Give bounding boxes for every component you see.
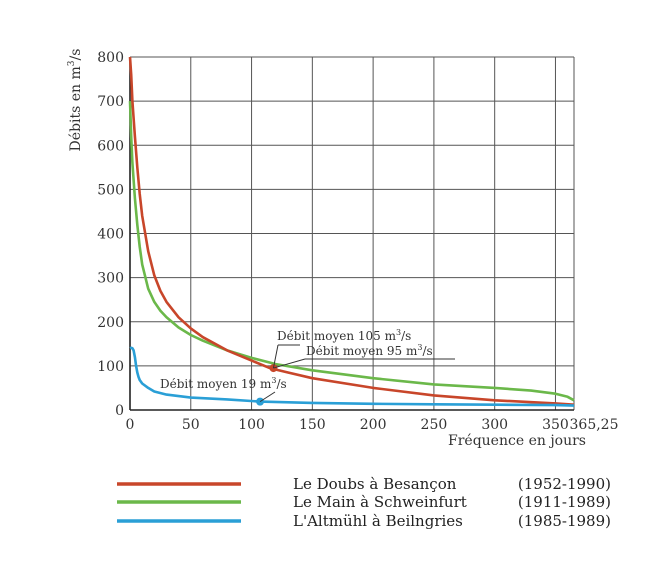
x-tick-label: 100 bbox=[238, 417, 265, 433]
legend-period: (1985-1989) bbox=[518, 512, 611, 530]
y-tick-label: 600 bbox=[97, 138, 124, 154]
annotation-altmuhl-mean: Débit moyen 19 m3/s bbox=[160, 376, 287, 391]
x-tick-label: 250 bbox=[421, 417, 448, 433]
y-tick-label: 0 bbox=[115, 403, 124, 419]
x-tick-label: 300 bbox=[481, 417, 508, 433]
y-tick-label: 700 bbox=[97, 94, 124, 110]
annotation-main-mean: Débit moyen 95 m3/s bbox=[306, 343, 433, 358]
series-line-2 bbox=[129, 346, 575, 407]
y-tick-labels: 0 100 200 300 400 500 600 700 800 bbox=[97, 50, 124, 419]
annotation-doubs-mean: Débit moyen 105 m3/s bbox=[277, 328, 411, 343]
x-tick-labels: 0 50 100 150 200 250 300 350 365,25 bbox=[126, 417, 619, 433]
legend-period: (1911-1989) bbox=[518, 493, 611, 511]
annotation-leader bbox=[273, 358, 306, 369]
y-tick-label: 200 bbox=[97, 315, 124, 331]
series-line-0 bbox=[128, 56, 575, 406]
chart-grid bbox=[129, 56, 575, 411]
x-tick-label: 350 bbox=[542, 417, 569, 433]
legend-label: Le Main à Schweinfurt bbox=[293, 493, 467, 511]
y-tick-label: 500 bbox=[97, 182, 124, 198]
x-tick-label: 365,25 bbox=[570, 417, 619, 433]
series-lines bbox=[128, 56, 575, 407]
y-axis-label: Débits en m3/s bbox=[67, 49, 84, 152]
annotation-leader bbox=[272, 344, 279, 369]
annotation-leader bbox=[259, 391, 276, 403]
y-tick-label: 800 bbox=[97, 50, 124, 66]
legend-label: L'Altmühl à Beilngries bbox=[293, 512, 463, 530]
legend-label: Le Doubs à Besançon bbox=[293, 475, 457, 493]
y-tick-label: 300 bbox=[97, 271, 124, 287]
y-tick-label: 100 bbox=[97, 359, 124, 375]
x-tick-label: 150 bbox=[299, 417, 326, 433]
series-line-1 bbox=[128, 101, 575, 402]
x-tick-label: 200 bbox=[360, 417, 387, 433]
legend-period: (1952-1990) bbox=[518, 475, 611, 493]
x-tick-label: 50 bbox=[182, 417, 200, 433]
legend: Le Doubs à Besançon (1952-1990) Le Main à … bbox=[117, 475, 611, 530]
x-tick-label: 0 bbox=[126, 417, 135, 433]
x-axis-label: Fréquence en jours bbox=[448, 433, 586, 449]
y-tick-label: 400 bbox=[97, 227, 124, 243]
